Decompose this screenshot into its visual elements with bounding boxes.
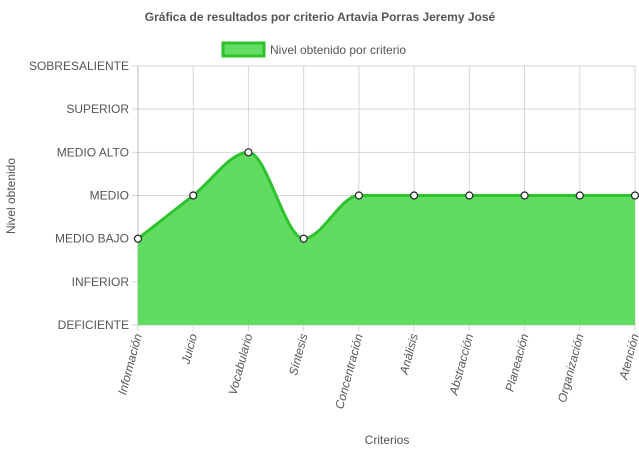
data-point-6[interactable] [465, 191, 474, 200]
x-tick-label: Organización [555, 332, 587, 404]
y-tick-label: MEDIO ALTO [57, 145, 129, 159]
data-point-3[interactable] [299, 234, 308, 243]
x-tick-label: Planeación [503, 332, 532, 393]
x-axis: Información Juicio Vocabulario Síntesis Conc… [115, 332, 639, 411]
y-tick-label: MEDIO BAJO [55, 232, 129, 246]
data-point-2[interactable] [244, 148, 253, 157]
x-tick-label: Análisis [397, 332, 421, 377]
x-tick-label: Abstracción [446, 332, 476, 397]
legend-label: Nivel obtenido por criterio [270, 43, 406, 57]
x-tick-label: Atención [616, 332, 639, 382]
y-axis: DEFICIENTE INFERIOR MEDIO BAJO MEDIO MEDIO A… [29, 59, 129, 332]
x-axis-title: Criterios [365, 433, 410, 447]
y-tick-label: SOBRESALIENTE [29, 59, 129, 73]
y-tick-label: INFERIOR [72, 275, 130, 289]
y-axis-title: Nivel obtenido [4, 158, 18, 234]
x-tick-label: Concentración [332, 332, 366, 411]
legend-swatch [221, 41, 266, 58]
chart-title: Gráfica de resultados por criterio Artav… [145, 10, 496, 24]
y-tick-label: DEFICIENTE [58, 318, 129, 332]
x-tick-label: Vocabulario [226, 332, 256, 397]
data-point-4[interactable] [354, 191, 363, 200]
data-point-1[interactable] [189, 191, 198, 200]
data-point-7[interactable] [520, 191, 529, 200]
data-point-9[interactable] [630, 191, 639, 200]
x-tick-label: Síntesis [286, 332, 311, 377]
legend[interactable]: Nivel obtenido por criterio [221, 41, 406, 58]
data-points [133, 148, 639, 243]
data-point-0[interactable] [133, 234, 143, 243]
y-tick-label: SUPERIOR [66, 102, 129, 116]
x-tick-label: Información [115, 332, 145, 396]
x-tick-label: Juicio [178, 332, 200, 367]
plot-area [137, 150, 635, 325]
y-tick-label: MEDIO [90, 189, 129, 203]
data-point-5[interactable] [410, 191, 419, 200]
data-point-8[interactable] [575, 191, 584, 200]
